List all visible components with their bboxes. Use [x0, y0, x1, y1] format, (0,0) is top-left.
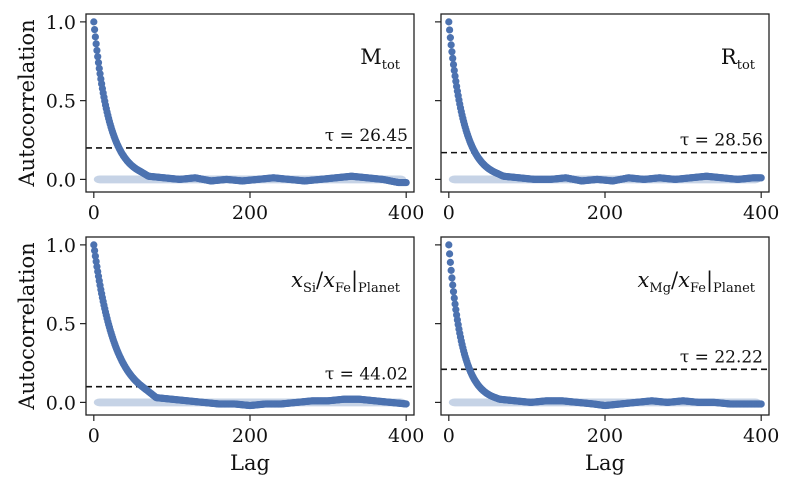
data-point: [402, 400, 410, 408]
data-point: [91, 33, 99, 41]
data-point: [402, 178, 410, 187]
x-tick-label: 0: [88, 425, 100, 447]
data-points: [90, 18, 410, 187]
data-point: [449, 54, 457, 62]
panel-label-3: xMg/xFe|Planet: [638, 268, 756, 296]
x-tick-label: 200: [232, 425, 268, 447]
x-tick-label: 200: [232, 202, 268, 224]
data-points: [445, 241, 765, 410]
y-tick-label: 0.0: [46, 392, 76, 414]
axes-frame: [85, 236, 415, 416]
data-point: [92, 40, 100, 48]
data-point: [447, 41, 455, 49]
data-point: [448, 48, 456, 56]
y-tick-label: 1.0: [46, 12, 76, 34]
x-axis-title: Lag: [585, 451, 625, 475]
x-axis-title: Lag: [230, 451, 270, 475]
panel-label-0: Mtot: [360, 45, 401, 73]
data-point: [94, 59, 103, 67]
axes-frame: [440, 13, 770, 193]
x-tick-label: 400: [743, 425, 779, 447]
panel-bottom-left: 0 200 400 0.0 0.5 1.0 τ = 44.02 xSi/xFe|Planet A…: [15, 235, 424, 475]
tau-label: τ = 26.45: [325, 126, 408, 146]
data-point: [445, 26, 454, 34]
tau-label: τ = 22.22: [680, 347, 763, 367]
data-point: [452, 306, 460, 314]
data-point: [90, 247, 99, 255]
y-axis-title: Autocorrelation: [15, 19, 39, 187]
data-point: [451, 300, 459, 308]
data-point: [90, 25, 99, 34]
y-tick-label: 0.5: [46, 91, 76, 113]
data-point: [94, 53, 102, 61]
tau-label: τ = 28.56: [680, 131, 763, 151]
x-tick-label: 0: [443, 425, 455, 447]
data-point: [90, 18, 98, 26]
data-point: [445, 18, 453, 26]
x-tick-label: 400: [743, 202, 779, 224]
panel-label-1: Rtot: [721, 45, 756, 73]
data-point: [450, 294, 458, 302]
x-tick-label: 200: [587, 425, 623, 447]
x-tick-label: 400: [388, 425, 424, 447]
x-tick-label: 0: [88, 202, 100, 224]
panel-top-right: 0 200 400 τ = 28.56 Rtot: [435, 13, 779, 224]
data-point: [451, 72, 459, 80]
data-point: [450, 66, 458, 75]
data-points: [445, 18, 765, 185]
data-point: [449, 288, 458, 296]
data-point: [93, 46, 101, 55]
data-points: [90, 241, 410, 410]
panel-top-left: 0 200 400 0.0 0.5 1.0 τ = 26.45 Mtot Autocorrela…: [15, 12, 424, 224]
data-point: [90, 241, 98, 249]
tau-label: τ = 44.02: [325, 365, 408, 385]
data-point: [446, 258, 454, 266]
panel-bottom-right: 0 200 400 τ = 22.22 xMg/xFe|Planet Lag: [435, 236, 779, 475]
x-tick-label: 0: [443, 202, 455, 224]
data-point: [446, 34, 454, 42]
data-point: [447, 266, 455, 274]
data-point: [91, 252, 99, 260]
data-point: [449, 281, 457, 289]
x-tick-label: 400: [388, 202, 424, 224]
data-point: [449, 60, 458, 69]
panel-label-2: xSi/xFe|Planet: [291, 268, 401, 296]
y-tick-label: 1.0: [46, 235, 76, 257]
data-point: [95, 64, 103, 72]
data-point: [757, 400, 765, 408]
y-tick-label: 0.0: [46, 169, 76, 191]
y-axis-title: Autocorrelation: [15, 242, 39, 410]
x-tick-label: 200: [587, 202, 623, 224]
data-point: [757, 174, 765, 182]
data-point: [445, 250, 454, 258]
y-tick-label: 0.5: [46, 314, 76, 336]
data-point: [445, 241, 453, 249]
data-point: [448, 274, 456, 282]
axes-frame: [440, 236, 770, 416]
